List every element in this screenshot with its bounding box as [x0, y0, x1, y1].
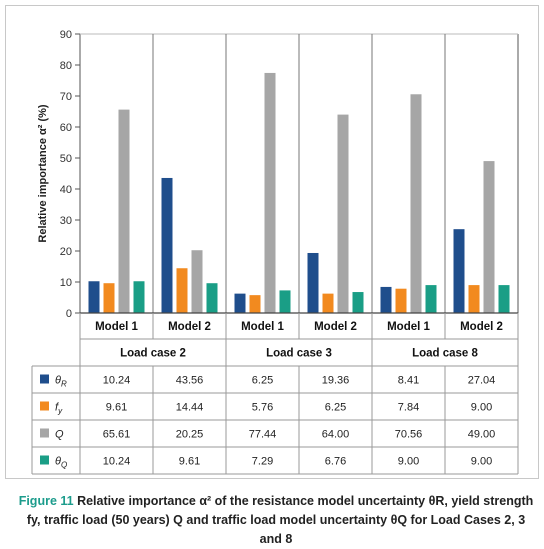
- data-label: 9.00: [398, 456, 419, 468]
- model-label: Model 1: [241, 321, 284, 333]
- y-tick-label: 60: [60, 122, 72, 134]
- data-label: 77.44: [249, 429, 277, 441]
- data-label: 9.00: [471, 402, 492, 414]
- y-tick-label: 50: [60, 153, 72, 165]
- data-label: 9.61: [106, 402, 127, 414]
- bar: [206, 283, 218, 313]
- group-label: Load case 2: [120, 348, 186, 360]
- model-label: Model 2: [460, 321, 503, 333]
- data-label: 7.29: [252, 456, 273, 468]
- legend-swatch: [40, 374, 49, 384]
- group-label: Load case 3: [266, 348, 332, 360]
- data-label: 6.76: [325, 456, 346, 468]
- model-label: Model 1: [387, 321, 430, 333]
- data-label: 70.56: [395, 429, 423, 441]
- bar: [322, 293, 334, 313]
- legend-swatch: [40, 401, 49, 411]
- y-tick-label: 0: [66, 308, 72, 320]
- y-tick-label: 10: [60, 277, 72, 289]
- data-label: 8.41: [398, 375, 419, 387]
- data-label: 49.00: [468, 429, 496, 441]
- bar: [498, 285, 510, 313]
- legend-entry-base: f: [55, 402, 59, 414]
- data-label: 43.56: [176, 375, 204, 387]
- bar: [103, 283, 115, 313]
- y-tick-label: 30: [60, 215, 72, 227]
- bar: [425, 285, 437, 313]
- legend-entry: Q: [55, 429, 64, 441]
- bar: [264, 72, 276, 313]
- data-label: 9.61: [179, 456, 200, 468]
- data-label: 7.84: [398, 402, 419, 414]
- data-label: 6.25: [252, 375, 273, 387]
- bar: [118, 109, 130, 313]
- bar: [249, 295, 261, 313]
- legend-entry-base: Q: [55, 429, 64, 441]
- figure-label: Figure 11: [18, 494, 74, 508]
- data-label: 10.24: [103, 456, 131, 468]
- legend-entry-base: θ: [55, 456, 61, 468]
- frame-border: [5, 5, 539, 479]
- legend-entry: θQ: [55, 456, 67, 470]
- bar: [453, 229, 465, 313]
- legend-swatch: [40, 455, 49, 465]
- data-label: 20.25: [176, 429, 204, 441]
- bar: [483, 161, 495, 313]
- y-tick-label: 20: [60, 246, 72, 258]
- data-label: 5.76: [252, 402, 273, 414]
- bar: [133, 281, 145, 313]
- figure-caption: Figure 11 Relative importance α² of the …: [16, 492, 536, 549]
- legend-swatch: [40, 428, 49, 438]
- legend-entry-base: θ: [55, 375, 61, 387]
- caption-text: Relative importance α² of the resistance…: [26, 494, 534, 546]
- y-axis-label: Relative importance α² (%): [37, 104, 49, 243]
- bar: [395, 288, 407, 313]
- data-label: 27.04: [468, 375, 496, 387]
- legend-entry-subscript: Q: [61, 461, 67, 470]
- bar: [279, 290, 291, 313]
- data-label: 9.00: [471, 456, 492, 468]
- data-label: 65.61: [103, 429, 131, 441]
- bar: [380, 286, 392, 313]
- data-label: 14.44: [176, 402, 204, 414]
- bar: [307, 252, 319, 313]
- y-tick-label: 80: [60, 60, 72, 72]
- model-label: Model 2: [314, 321, 357, 333]
- data-label: 10.24: [103, 375, 131, 387]
- bar: [468, 285, 480, 313]
- group-label: Load case 8: [412, 348, 478, 360]
- y-tick-label: 40: [60, 184, 72, 196]
- legend-entry-subscript: R: [61, 380, 67, 389]
- data-label: 6.25: [325, 402, 346, 414]
- legend-entry: fy: [55, 402, 63, 416]
- bar: [352, 292, 364, 313]
- bar: [191, 250, 203, 313]
- bar: [161, 177, 173, 313]
- model-label: Model 2: [168, 321, 211, 333]
- bar: [234, 293, 246, 313]
- model-label: Model 1: [95, 321, 138, 333]
- bar: [176, 268, 188, 313]
- data-label: 64.00: [322, 429, 350, 441]
- data-label: 19.36: [322, 375, 350, 387]
- y-tick-label: 70: [60, 91, 72, 103]
- y-tick-label: 90: [60, 29, 72, 41]
- bar: [337, 114, 349, 313]
- legend-entry-subscript: y: [57, 407, 63, 416]
- bar: [410, 94, 422, 313]
- bar: [88, 281, 100, 313]
- legend-entry: θR: [55, 375, 67, 389]
